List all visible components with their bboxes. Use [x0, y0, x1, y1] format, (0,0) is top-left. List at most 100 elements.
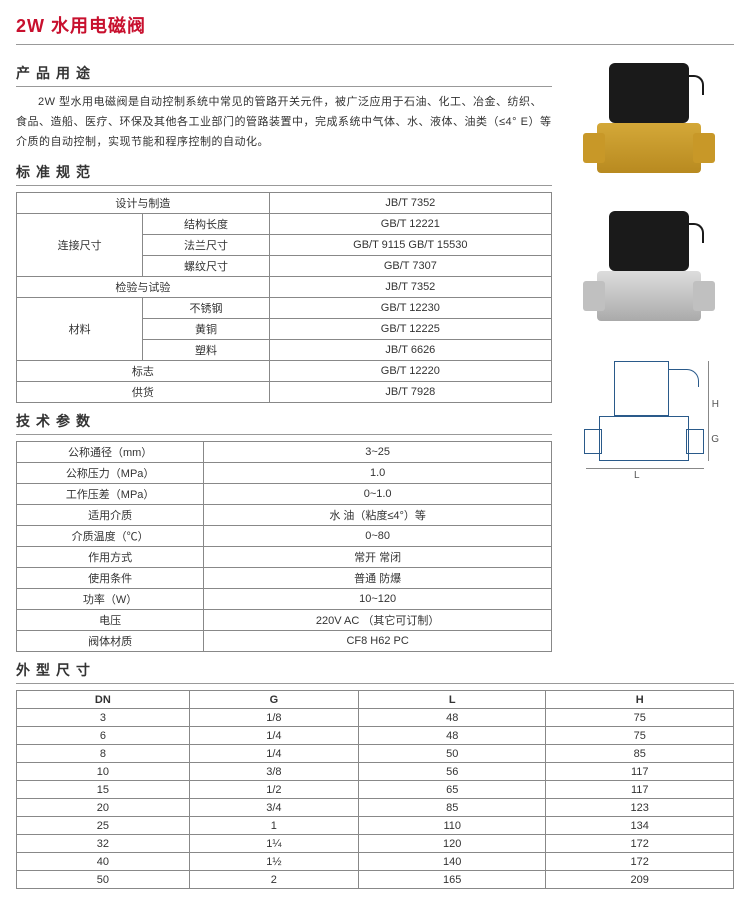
section-usage-title: 产品用途 [16, 63, 552, 87]
cell: 3/4 [189, 799, 358, 817]
cell: 电压 [17, 610, 204, 631]
cell: 结构长度 [143, 214, 269, 235]
cell: 220V AC （其它可订制） [204, 610, 552, 631]
table-row: 公称通径（mm）3~25 [17, 442, 552, 463]
cell: 1.0 [204, 463, 552, 484]
cell: 工作压差（MPa） [17, 484, 204, 505]
cell: 40 [17, 853, 190, 871]
column-header: DN [17, 691, 190, 709]
dim-label-L: L [634, 470, 640, 481]
table-row: 151/265117 [17, 781, 734, 799]
usage-description: 2W 型水用电磁阀是自动控制系统中常见的管路开关元件，被广泛应用于石油、化工、冶… [16, 93, 552, 152]
cell: 56 [358, 763, 546, 781]
cell: 25 [17, 817, 190, 835]
cell: 1½ [189, 853, 358, 871]
cell: 法兰尺寸 [143, 235, 269, 256]
dimensions-table: DNGLH31/8487561/4487581/45085103/8561171… [16, 690, 734, 889]
table-row: 81/45085 [17, 745, 734, 763]
table-row: 工作压差（MPa）0~1.0 [17, 484, 552, 505]
cell: GB/T 7307 [269, 256, 551, 277]
cell: 检验与试验 [17, 277, 270, 298]
cell: 3~25 [204, 442, 552, 463]
table-row: 标志GB/T 12220 [17, 361, 552, 382]
cell: 设计与制造 [17, 193, 270, 214]
cell: 材料 [17, 298, 143, 361]
table-row: 103/856117 [17, 763, 734, 781]
column-header: G [189, 691, 358, 709]
cell: 117 [546, 763, 734, 781]
cell: 0~80 [204, 526, 552, 547]
cell: JB/T 7352 [269, 193, 551, 214]
table-row: 介质温度（℃）0~80 [17, 526, 552, 547]
cell: 10 [17, 763, 190, 781]
cell: 适用介质 [17, 505, 204, 526]
table-header-row: DNGLH [17, 691, 734, 709]
table-row: 检验与试验JB/T 7352 [17, 277, 552, 298]
cell: 阀体材质 [17, 631, 204, 652]
dim-label-H: H [712, 399, 719, 410]
cell: 165 [358, 871, 546, 889]
table-row: 61/44875 [17, 727, 734, 745]
cell: 15 [17, 781, 190, 799]
cell: 48 [358, 727, 546, 745]
cell: 标志 [17, 361, 270, 382]
cell: 1/4 [189, 727, 358, 745]
cell: 85 [546, 745, 734, 763]
cell: 117 [546, 781, 734, 799]
cell: 螺纹尺寸 [143, 256, 269, 277]
cell: 公称通径（mm） [17, 442, 204, 463]
cell: GB/T 9115 GB/T 15530 [269, 235, 551, 256]
cell: 10~120 [204, 589, 552, 610]
cell: 6 [17, 727, 190, 745]
params-table: 公称通径（mm）3~25公称压力（MPa）1.0工作压差（MPa）0~1.0适用… [16, 441, 552, 652]
table-row: 材料不锈钢GB/T 12230 [17, 298, 552, 319]
cell: 1¼ [189, 835, 358, 853]
cell: JB/T 7928 [269, 382, 551, 403]
cell: 作用方式 [17, 547, 204, 568]
cell: 123 [546, 799, 734, 817]
cell: 水 油（粘度≤4°）等 [204, 505, 552, 526]
cell: 常开 常闭 [204, 547, 552, 568]
cell: JB/T 7352 [269, 277, 551, 298]
right-column: L G H [564, 55, 734, 652]
cell: 连接尺寸 [17, 214, 143, 277]
cell: GB/T 12220 [269, 361, 551, 382]
cell: 普通 防爆 [204, 568, 552, 589]
cell: 介质温度（℃） [17, 526, 204, 547]
table-row: 连接尺寸结构长度GB/T 12221 [17, 214, 552, 235]
cell: 供货 [17, 382, 270, 403]
section-params-title: 技术参数 [16, 411, 552, 435]
table-row: 阀体材质CF8 H62 PC [17, 631, 552, 652]
table-row: 设计与制造JB/T 7352 [17, 193, 552, 214]
valve-photo-brass [579, 63, 719, 193]
cell: 172 [546, 835, 734, 853]
cell: 1/8 [189, 709, 358, 727]
table-row: 203/485123 [17, 799, 734, 817]
cell: 172 [546, 853, 734, 871]
page-title: 2W 水用电磁阀 [16, 12, 734, 45]
cell: 32 [17, 835, 190, 853]
table-row: 251110134 [17, 817, 734, 835]
cell: CF8 H62 PC [204, 631, 552, 652]
column-header: L [358, 691, 546, 709]
cell: 3 [17, 709, 190, 727]
section-dims-title: 外型尺寸 [16, 660, 734, 684]
dim-label-G: G [711, 434, 719, 445]
cell: 使用条件 [17, 568, 204, 589]
table-row: 适用介质水 油（粘度≤4°）等 [17, 505, 552, 526]
cell: GB/T 12230 [269, 298, 551, 319]
cell: GB/T 12225 [269, 319, 551, 340]
cell: 48 [358, 709, 546, 727]
table-row: 321¼120172 [17, 835, 734, 853]
cell: 2 [189, 871, 358, 889]
table-row: 31/84875 [17, 709, 734, 727]
column-header: H [546, 691, 734, 709]
cell: 120 [358, 835, 546, 853]
cell: 65 [358, 781, 546, 799]
cell: 功率（W） [17, 589, 204, 610]
cell: 140 [358, 853, 546, 871]
cell: GB/T 12221 [269, 214, 551, 235]
cell: 公称压力（MPa） [17, 463, 204, 484]
main-layout: 产品用途 2W 型水用电磁阀是自动控制系统中常见的管路开关元件，被广泛应用于石油… [16, 55, 734, 652]
standards-table: 设计与制造JB/T 7352连接尺寸结构长度GB/T 12221法兰尺寸GB/T… [16, 192, 552, 403]
